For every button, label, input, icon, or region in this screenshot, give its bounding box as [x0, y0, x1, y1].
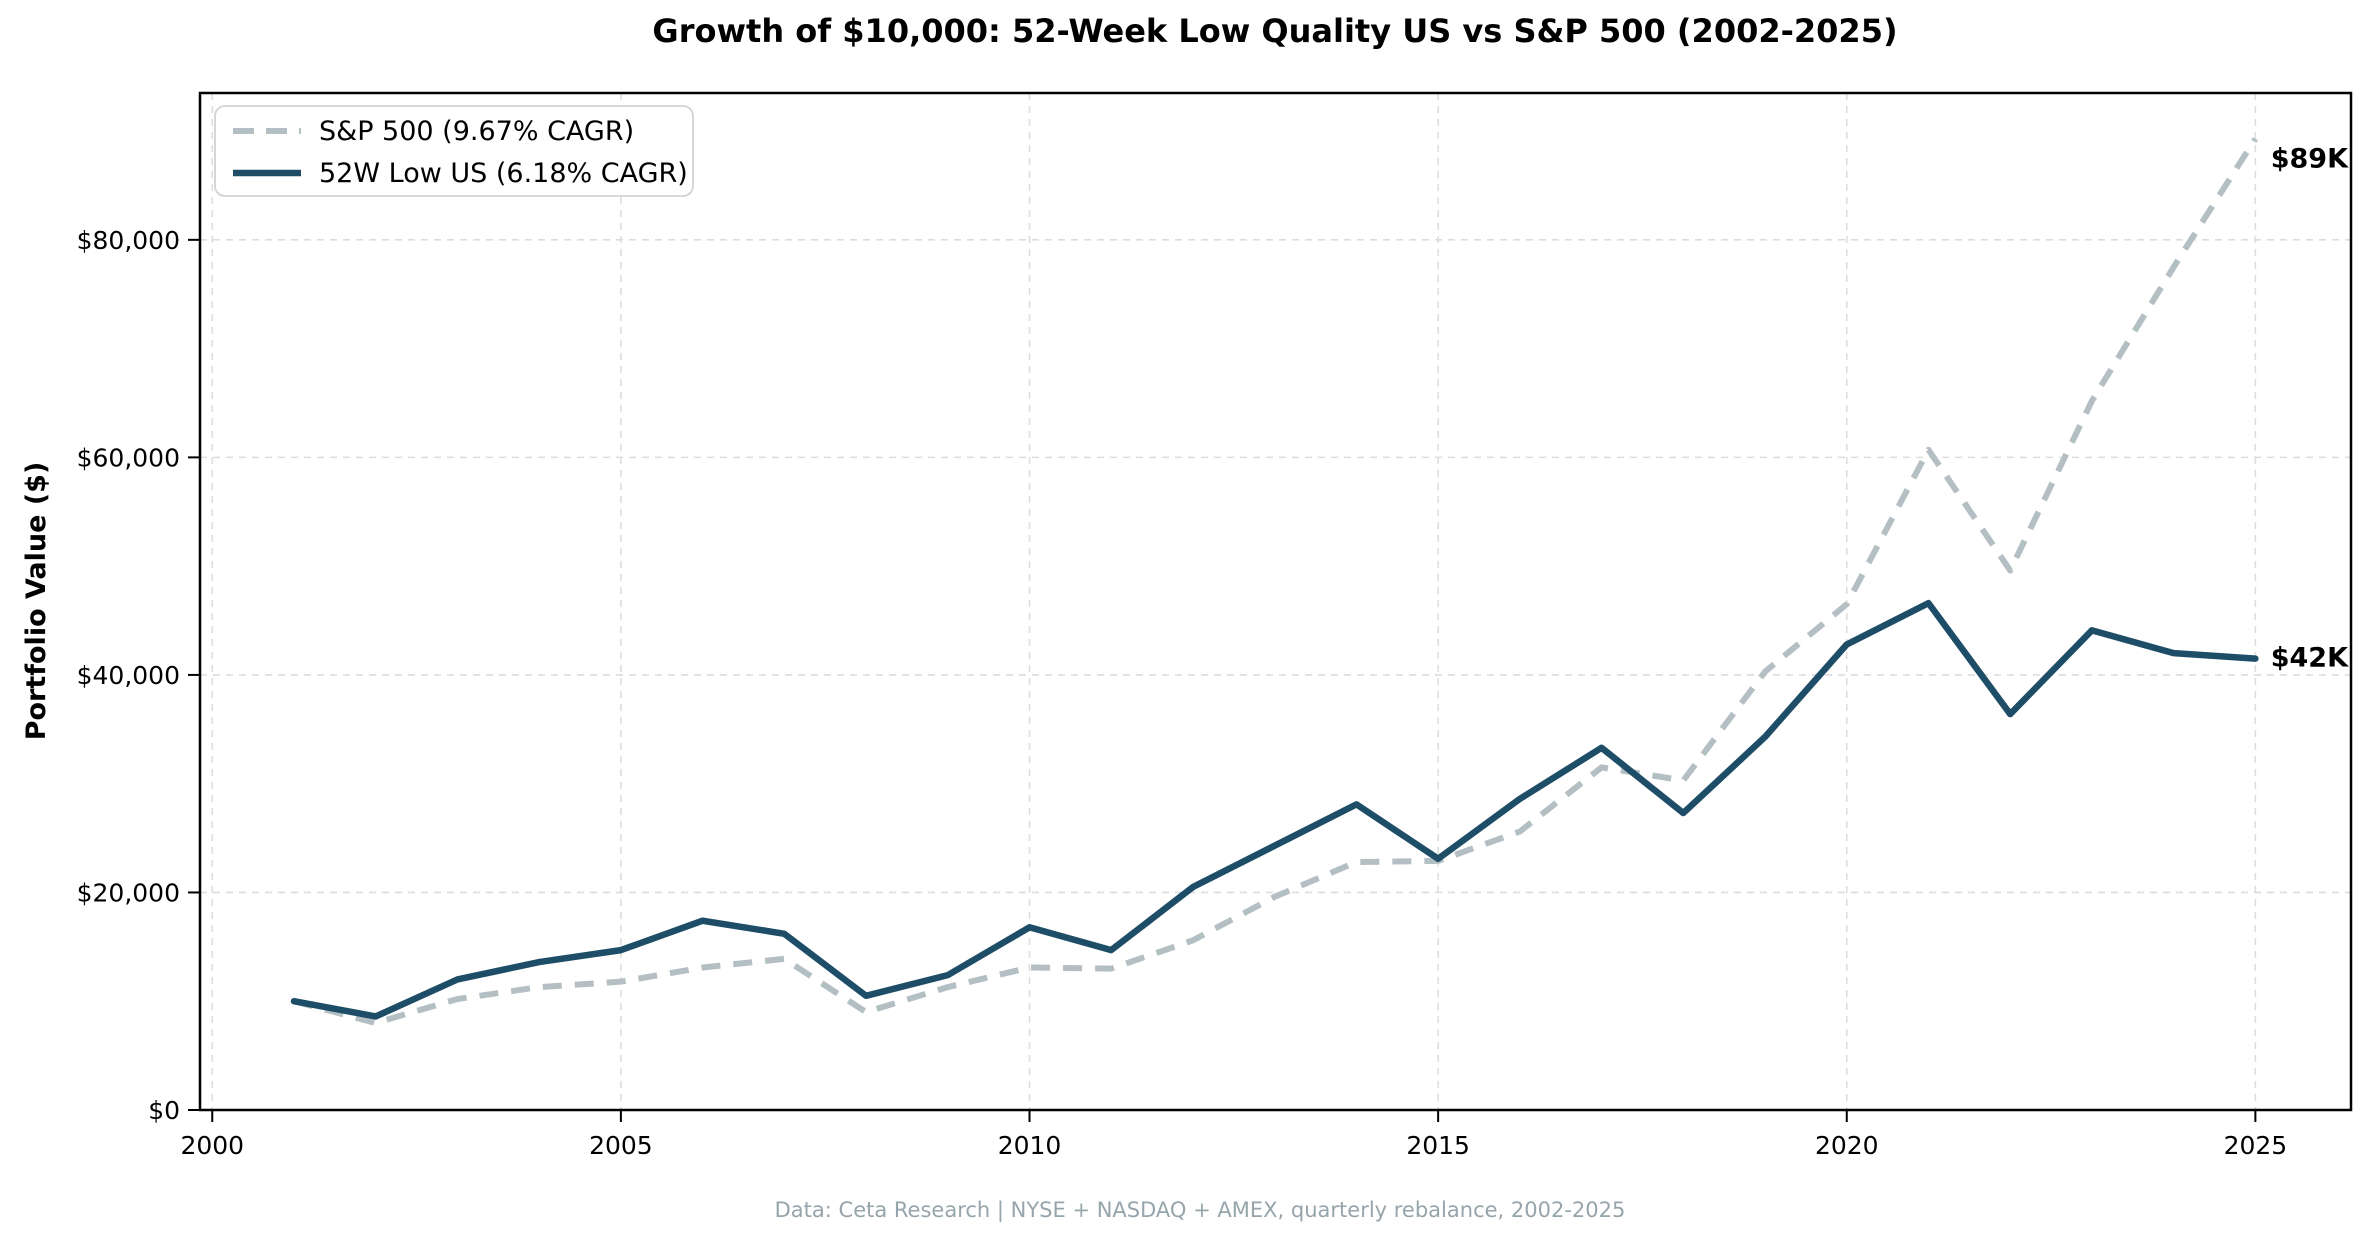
y-tick-label: $40,000 [77, 661, 180, 690]
x-tick-label: 2005 [589, 1131, 653, 1160]
end-label-52w-low: $42K [2271, 643, 2349, 674]
end-label-sp500: $89K [2271, 143, 2349, 174]
y-tick-label: $80,000 [77, 226, 180, 255]
x-tick-label: 2010 [998, 1131, 1062, 1160]
y-axis-label: Portfolio Value ($) [21, 462, 52, 741]
x-tick-label: 2015 [1406, 1131, 1470, 1160]
series-line-52w-low [290, 599, 2259, 1020]
y-tick-label: $0 [148, 1096, 180, 1125]
series-line-sp500 [293, 137, 2258, 1026]
x-tick-label: 2000 [180, 1131, 244, 1160]
footer-caption: Data: Ceta Research | NYSE + NASDAQ + AM… [775, 1198, 1626, 1223]
y-tick-label: $20,000 [77, 878, 180, 907]
chart-generated-layer: 2000 2005 2010 2015 2020 2025 $0 $20,000 $40,000… [77, 91, 2353, 1160]
plot-border [198, 91, 2353, 1112]
x-tick-label: 2020 [1815, 1131, 1879, 1160]
y-tick-label: $60,000 [77, 443, 180, 472]
legend-box [214, 105, 694, 197]
legend-entry-label: S&P 500 (9.67% CAGR) [319, 116, 634, 147]
legend-entry-label: 52W Low US (6.18% CAGR) [319, 158, 688, 189]
x-tick-label: 2025 [2224, 1131, 2288, 1160]
chart-title: Growth of $10,000: 52-Week Low Quality U… [652, 12, 1897, 50]
